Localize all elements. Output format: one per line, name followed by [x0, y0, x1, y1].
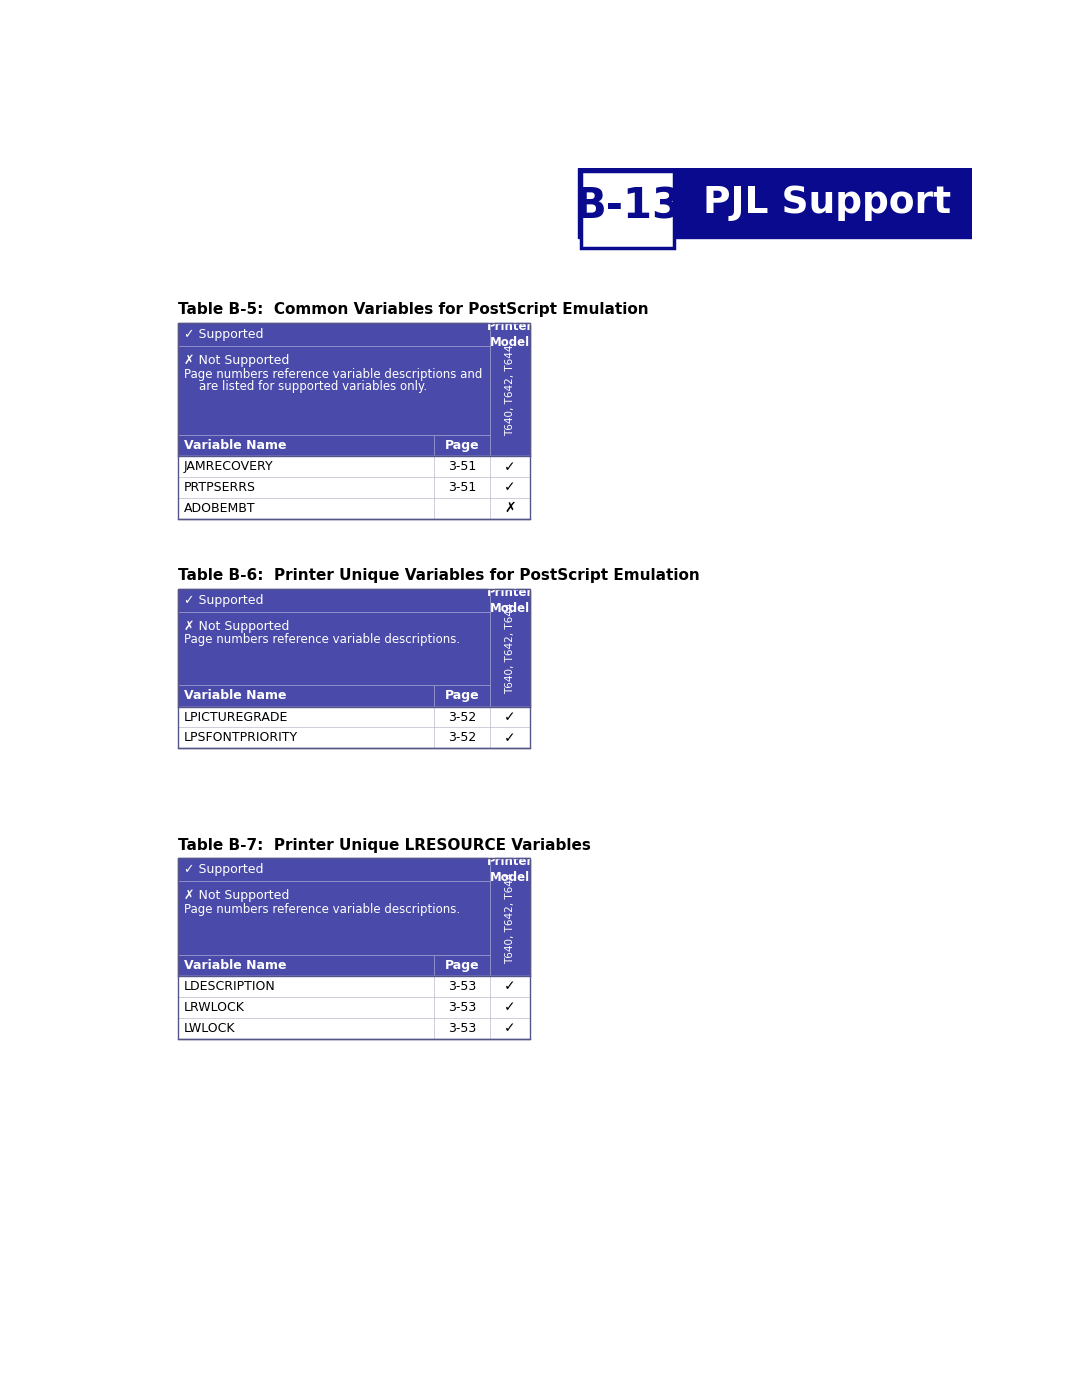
Text: ✓: ✓ — [504, 481, 516, 495]
Text: JAMRECOVERY: JAMRECOVERY — [184, 460, 273, 474]
Text: 3-53: 3-53 — [448, 981, 476, 993]
Text: Printer
Model: Printer Model — [487, 585, 534, 615]
Text: ✓: ✓ — [504, 710, 516, 724]
Text: Variable Name: Variable Name — [184, 958, 286, 972]
Text: ADOBEMBT: ADOBEMBT — [184, 502, 256, 515]
Text: Page numbers reference variable descriptions and: Page numbers reference variable descript… — [184, 367, 482, 381]
Bar — [581, 172, 674, 249]
Text: ✓ Supported: ✓ Supported — [184, 594, 264, 606]
Text: Page: Page — [445, 439, 480, 453]
Bar — [177, 685, 490, 707]
Text: Table B-5:  Common Variables for PostScript Emulation: Table B-5: Common Variables for PostScri… — [177, 302, 648, 317]
Text: Table B-6:  Printer Unique Variables for PostScript Emulation: Table B-6: Printer Unique Variables for … — [177, 569, 700, 583]
Bar — [578, 168, 972, 239]
Text: ✓: ✓ — [504, 731, 516, 745]
Bar — [177, 323, 530, 518]
Text: Printer
Model: Printer Model — [487, 855, 534, 884]
Bar — [177, 457, 530, 478]
Text: Variable Name: Variable Name — [184, 439, 286, 453]
Bar — [177, 728, 530, 749]
Bar — [177, 858, 530, 1038]
Bar — [490, 346, 530, 434]
Bar — [177, 1018, 530, 1038]
Text: T640, T642, T644: T640, T642, T644 — [505, 872, 515, 964]
Text: Page: Page — [445, 958, 480, 972]
Text: T640, T642, T644: T640, T642, T644 — [505, 602, 515, 694]
Bar — [177, 612, 490, 685]
Text: PRTPSERRS: PRTPSERRS — [184, 481, 256, 495]
Text: ✓: ✓ — [504, 460, 516, 474]
Text: T640, T642, T644: T640, T642, T644 — [505, 345, 515, 436]
Bar — [177, 434, 490, 457]
Bar — [490, 954, 530, 977]
Bar — [177, 997, 530, 1018]
Text: Table B-7:  Printer Unique LRESOURCE Variables: Table B-7: Printer Unique LRESOURCE Vari… — [177, 838, 591, 852]
Bar — [177, 858, 490, 882]
Text: ✓: ✓ — [504, 1000, 516, 1014]
Text: ✗: ✗ — [504, 502, 516, 515]
Text: ✗ Not Supported: ✗ Not Supported — [184, 620, 289, 633]
Text: LDESCRIPTION: LDESCRIPTION — [184, 981, 275, 993]
Bar — [490, 685, 530, 707]
Text: ✓ Supported: ✓ Supported — [184, 328, 264, 341]
Bar — [177, 323, 490, 346]
Text: B-13: B-13 — [573, 186, 680, 228]
Bar — [490, 588, 530, 612]
Text: 3-53: 3-53 — [448, 1000, 476, 1014]
Text: ✓ Supported: ✓ Supported — [184, 863, 264, 876]
Text: PJL Support: PJL Support — [703, 184, 951, 221]
Text: 3-51: 3-51 — [448, 481, 476, 495]
Text: LWLOCK: LWLOCK — [184, 1021, 235, 1035]
Text: Page numbers reference variable descriptions.: Page numbers reference variable descript… — [184, 902, 460, 916]
Text: Printer
Model: Printer Model — [487, 320, 534, 349]
Bar — [177, 707, 530, 728]
Bar — [177, 346, 490, 434]
Bar — [177, 954, 490, 977]
Bar — [490, 434, 530, 457]
Text: LPSFONTPRIORITY: LPSFONTPRIORITY — [184, 731, 298, 745]
Text: LPICTUREGRADE: LPICTUREGRADE — [184, 711, 288, 724]
Text: ✓: ✓ — [504, 1021, 516, 1035]
Text: ✗ Not Supported: ✗ Not Supported — [184, 888, 289, 902]
Text: Page: Page — [445, 689, 480, 703]
Bar — [177, 588, 490, 612]
Text: Page numbers reference variable descriptions.: Page numbers reference variable descript… — [184, 633, 460, 647]
Text: are listed for supported variables only.: are listed for supported variables only. — [184, 380, 427, 393]
Text: 3-52: 3-52 — [448, 711, 476, 724]
Text: ✓: ✓ — [504, 979, 516, 993]
Bar — [177, 882, 490, 954]
Text: 3-52: 3-52 — [448, 731, 476, 745]
Text: 3-53: 3-53 — [448, 1021, 476, 1035]
Bar — [177, 497, 530, 518]
Bar — [490, 858, 530, 882]
Bar — [490, 612, 530, 685]
Text: 3-51: 3-51 — [448, 460, 476, 474]
Bar — [177, 977, 530, 997]
Bar — [490, 323, 530, 346]
Bar — [177, 588, 530, 749]
Bar — [177, 478, 530, 497]
Bar — [490, 882, 530, 954]
Text: Variable Name: Variable Name — [184, 689, 286, 703]
Text: ✗ Not Supported: ✗ Not Supported — [184, 353, 289, 367]
Text: LRWLOCK: LRWLOCK — [184, 1000, 245, 1014]
Bar — [581, 172, 674, 249]
